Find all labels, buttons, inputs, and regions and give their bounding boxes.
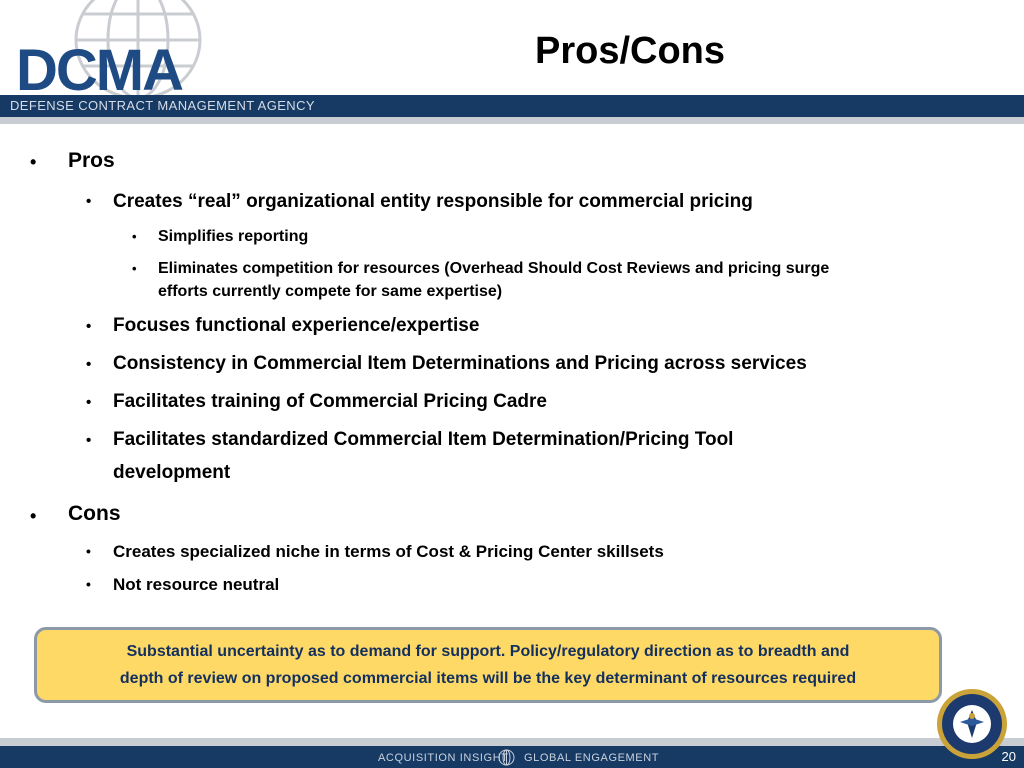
dcma-logo: DCMA bbox=[8, 0, 238, 100]
pros-item: Facilitates training of Commercial Prici… bbox=[113, 391, 547, 412]
logo-wordmark: DCMA bbox=[16, 38, 184, 103]
bullet-icon: • bbox=[86, 543, 91, 559]
pros-subitem-continued: efforts currently compete for same exper… bbox=[158, 283, 503, 300]
callout-line-1: Substantial uncertainty as to demand for… bbox=[126, 643, 850, 660]
bullet-icon: • bbox=[86, 356, 92, 373]
pros-item-continued: development bbox=[113, 462, 231, 483]
footer-divider bbox=[0, 738, 1024, 746]
footer-tagline-right: GLOBAL ENGAGEMENT bbox=[524, 752, 660, 764]
pros-subitem: Eliminates competition for resources (Ov… bbox=[158, 260, 830, 277]
bullet-icon: • bbox=[86, 432, 92, 449]
bullet-icon: • bbox=[30, 152, 37, 172]
cons-heading: Cons bbox=[68, 502, 121, 525]
bullet-icon: • bbox=[30, 506, 37, 526]
bullet-icon: • bbox=[86, 318, 92, 335]
footer-bar: ACQUISITION INSIGHT GLOBAL ENGAGEMENT 20 bbox=[0, 746, 1024, 768]
globe-icon bbox=[74, 0, 202, 95]
header-divider bbox=[0, 117, 1024, 124]
pros-item: Consistency in Commercial Item Determina… bbox=[113, 353, 807, 374]
agency-name: DEFENSE CONTRACT MANAGEMENT AGENCY bbox=[10, 98, 315, 113]
cons-item: Creates specialized niche in terms of Co… bbox=[113, 542, 664, 561]
callout-line-2: depth of review on proposed commercial i… bbox=[119, 670, 857, 687]
bullet-icon: • bbox=[132, 229, 137, 244]
globe-icon bbox=[498, 749, 515, 766]
page-number: 20 bbox=[1001, 749, 1016, 764]
bullet-icon: • bbox=[86, 394, 92, 411]
pros-item: Creates “real” organizational entity res… bbox=[113, 191, 753, 212]
bullet-icon: • bbox=[132, 261, 137, 276]
footer-tagline-left: ACQUISITION INSIGHT bbox=[378, 752, 509, 764]
bullet-icon: • bbox=[86, 576, 91, 592]
callout-text: Substantial uncertainty as to demand for… bbox=[48, 638, 928, 692]
pros-item: Focuses functional experience/expertise bbox=[113, 315, 480, 336]
pros-item: Facilitates standardized Commercial Item… bbox=[113, 429, 734, 450]
bullet-icon: • bbox=[86, 193, 92, 210]
pros-subitem: Simplifies reporting bbox=[158, 228, 309, 245]
agency-banner: DEFENSE CONTRACT MANAGEMENT AGENCY bbox=[0, 95, 1024, 117]
pros-heading: Pros bbox=[68, 149, 115, 172]
cons-item: Not resource neutral bbox=[113, 575, 280, 594]
page-title: Pros/Cons bbox=[534, 30, 726, 72]
dod-seal-icon bbox=[937, 689, 1007, 759]
callout-box: Substantial uncertainty as to demand for… bbox=[34, 627, 942, 703]
